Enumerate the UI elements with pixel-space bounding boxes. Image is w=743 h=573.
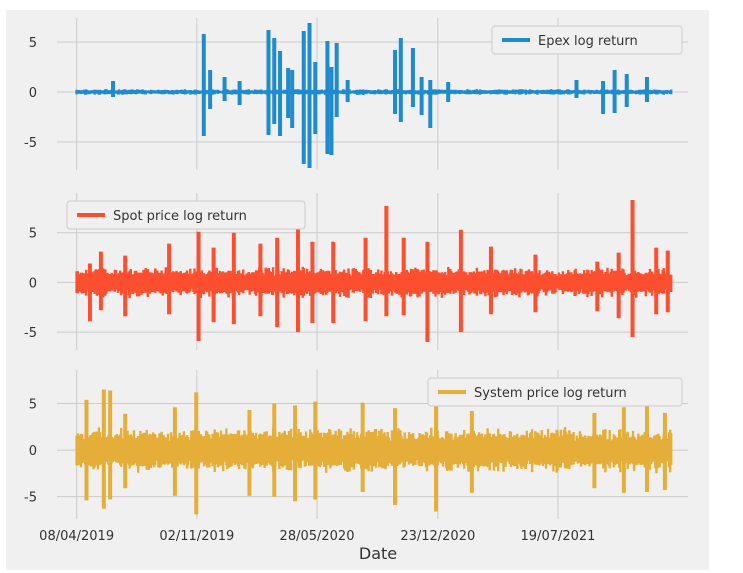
x-tick-label: 28/05/2020 [280,529,355,544]
x-tick-label: 08/04/2019 [39,529,114,544]
x-axis-tick-labels: 08/04/2019 02/11/2019 28/05/2020 23/12/2020… [39,529,595,544]
legend-box [66,200,306,230]
legend-label: Spot price log return [113,209,247,224]
y-tick-label: 5 [29,398,37,413]
series-noise-band [75,427,673,474]
y-tick-label: 5 [29,227,37,242]
x-tick-label: 23/12/2020 [400,529,475,544]
y-tick-label: 0 [29,276,37,291]
y-tick-label: 0 [29,86,37,101]
x-axis-label: Date [359,544,397,563]
x-tick-label: 19/07/2021 [521,529,596,544]
panel-system-price: -5 0 5 System price log return [24,370,688,519]
legend-label: System price log return [474,386,627,401]
legend-label: Epex log return [538,34,638,49]
y-tick-label: -5 [24,136,37,151]
series-noise-band [75,89,673,95]
series-noise-band [75,266,673,299]
y-tick-label: 0 [29,444,37,459]
y-tick-label: -5 [24,326,37,341]
legend-box [491,25,683,55]
y-tick-label: -5 [24,491,37,506]
panel-epex: -5 0 5 Epex log return [24,18,688,170]
panel-spot-price: -5 0 5 Spot price log return [24,193,688,350]
x-tick-label: 02/11/2019 [159,529,234,544]
y-tick-label: 5 [29,36,37,51]
legend-box [427,377,683,407]
